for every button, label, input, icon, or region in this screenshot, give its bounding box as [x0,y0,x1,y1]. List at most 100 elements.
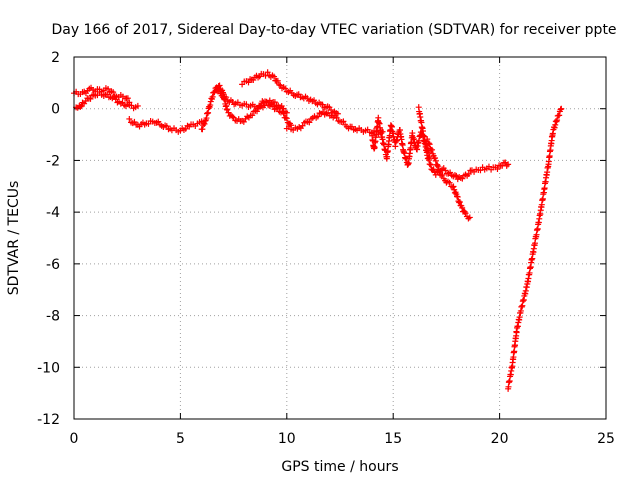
data-point [465,171,472,178]
data-point [503,162,510,169]
data-point [558,105,565,112]
series-sat-b [73,89,141,112]
data-point [424,152,431,159]
y-tick-label: 2 [51,50,60,66]
data-point [435,167,442,174]
data-point [126,115,133,122]
series-sat-k [505,105,565,392]
data-point [434,163,441,170]
data-point [163,123,170,130]
x-tick-label: 20 [491,431,509,447]
data-point [424,136,431,143]
data-point [549,130,556,137]
data-point [124,95,131,102]
data-point [110,89,117,96]
x-tick-label: 0 [70,431,79,447]
data-point [453,172,460,179]
data-point [400,149,407,156]
data-point [223,94,230,101]
data-point [466,214,473,221]
data-point [505,161,512,168]
data-point [271,73,278,80]
y-tick-label: -6 [46,257,60,273]
data-point [454,193,461,200]
data-point [461,208,468,215]
data-point [155,118,162,125]
data-point [494,166,501,173]
data-point [224,106,231,113]
data-point [295,91,302,98]
data-point [459,204,466,211]
data-point [348,123,355,130]
y-axis-label: SDTVAR / TECUs [6,181,22,296]
data-point [249,112,256,119]
data-point [325,109,332,116]
data-point [245,79,252,86]
data-point [432,155,439,162]
data-point [134,102,141,109]
data-point [426,156,433,163]
data-point [299,122,306,129]
series-sat-i [415,104,512,183]
grid [74,57,606,419]
data-point [199,126,206,133]
data-point [209,93,216,100]
data-point [551,124,558,131]
plot-frame [73,56,607,420]
data-point [427,161,434,168]
data-point [274,77,281,84]
data-point [182,125,189,132]
data-point [77,103,84,110]
data-point [271,99,278,106]
data-point [314,113,321,120]
data-point [554,117,561,124]
data-point [340,118,347,125]
data-point [401,150,408,157]
series-sat-f [239,69,341,117]
data-point [456,198,463,205]
data-point [87,95,94,102]
data-point [402,154,409,161]
x-tick-label: 10 [278,431,296,447]
data-point [485,163,492,170]
data-point [264,69,271,76]
data-point [283,109,290,116]
data-point [462,210,469,217]
data-point [280,105,287,112]
data-point [436,168,443,175]
data-point [319,101,326,108]
data-point [459,175,466,182]
data-point [216,87,223,94]
data-series [71,69,565,392]
series-sat-c [126,115,205,135]
data-point [552,121,559,128]
x-tick-label: 5 [176,431,185,447]
data-point [333,114,340,121]
data-point [201,120,208,127]
data-point [439,171,446,178]
data-point [426,141,433,148]
y-tick-label: 0 [51,102,60,118]
data-point [104,91,111,98]
data-point [556,112,563,119]
data-point [105,86,112,93]
data-point [261,102,268,109]
data-point [450,183,457,190]
data-point [553,118,560,125]
y-tick-label: -12 [37,412,60,428]
chart-title: Day 166 of 2017, Sidereal Day-to-day VTE… [51,22,616,38]
data-point [112,96,119,103]
y-tick-label: -10 [37,360,60,376]
x-axis-label: GPS time / hours [281,459,398,475]
data-point [276,81,283,88]
data-point [557,106,564,113]
data-point [229,113,236,120]
data-point [282,85,289,92]
data-point [425,140,432,147]
series-sat-e [213,87,290,116]
data-point [429,146,436,153]
data-point [432,157,439,164]
data-point [430,166,437,173]
